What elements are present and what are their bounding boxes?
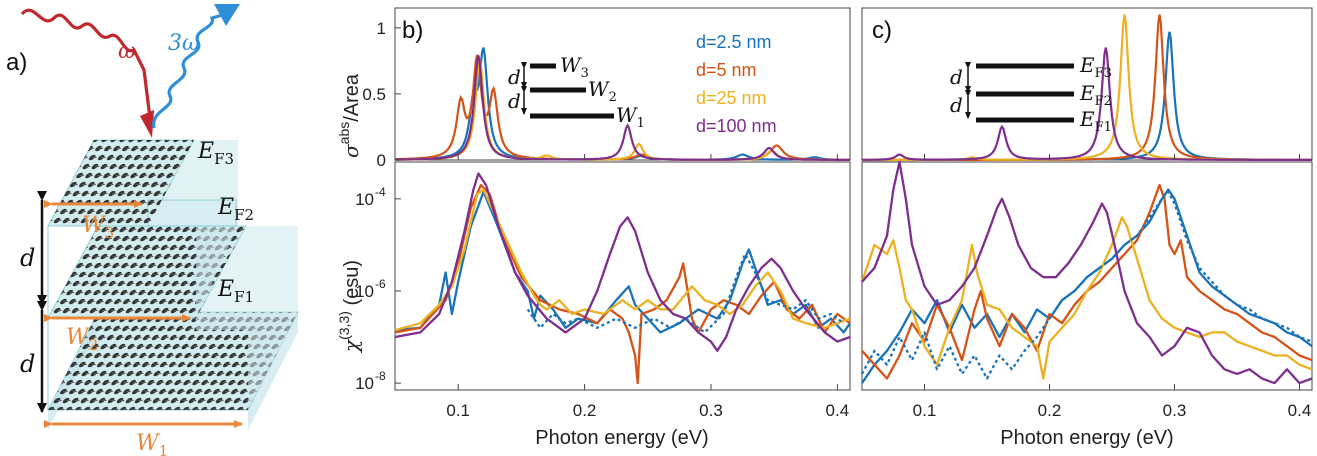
b-top-ytick-label: 0.5 (362, 85, 386, 104)
c-bottom-series-3 (861, 160, 1313, 385)
b-inset-d2: d (508, 89, 521, 113)
graphene-stack (47, 139, 299, 430)
c-xlabel: Photon energy (eV) (1000, 427, 1173, 449)
b-inset-W3: W3 (560, 53, 589, 81)
panel-c-label: c) (872, 17, 892, 44)
generated-arrowhead (214, 4, 240, 26)
b-bottom-plot (394, 172, 851, 385)
b-xticks: 0.1 0.2 0.3 0.4 (446, 154, 849, 420)
c-top-plot (862, 14, 1312, 162)
omega-label: ω (118, 39, 136, 64)
generated-wave (152, 12, 227, 129)
b-top-ylabel: σabs/Area (336, 73, 363, 158)
b-top-series-3 (395, 55, 850, 161)
b-xtick-label: 0.4 (826, 401, 850, 420)
b-legend: d=2.5 nm d=5 nm d=25 nm d=100 nm (696, 32, 777, 136)
EF1-label: EF1 (217, 277, 254, 306)
c-xtick-label: 0.2 (1038, 401, 1062, 420)
c-bottom-frame (861, 161, 1313, 391)
b-bottom-ylabel: χ(3,3) (esu) (336, 260, 363, 354)
legend-d25: d=25 nm (696, 88, 767, 108)
b-top-frame (394, 7, 851, 161)
c-xtick-label: 0.3 (1163, 401, 1187, 420)
legend-d5: d=5 nm (696, 60, 757, 80)
c-bottom-series-1 (861, 183, 1313, 380)
b-inset-W2: W2 (588, 77, 617, 105)
c-inset: d d EF3 EF2 EF1 (950, 53, 1112, 135)
b-inset-W1: W1 (616, 103, 645, 131)
b-bottom-series-0 (394, 190, 851, 334)
b-top-plot (394, 47, 850, 161)
three-omega-label: 3ω (168, 31, 200, 56)
legend-d2p5: d=2.5 nm (696, 32, 772, 52)
c-inset-d1: d (950, 65, 963, 89)
c-inset-EF2: EF2 (1079, 81, 1112, 109)
legend-d100: d=100 nm (696, 116, 777, 136)
b-bottom-ytick-label: 10 (355, 374, 374, 393)
d-label-upper: d (20, 244, 35, 272)
b-xlabel: Photon energy (eV) (535, 427, 708, 449)
b-bottom-yticks: 10-810-610-4 (355, 185, 401, 393)
incident-wave (20, 8, 152, 119)
b-bottom-series-1 (394, 183, 851, 385)
panel-a-label: a) (6, 49, 27, 76)
b-bottom-series-3 (394, 172, 851, 352)
W3-label: W3 (82, 213, 114, 242)
b-bottom-series-2 (394, 188, 851, 332)
b-bottom-ytick-exp: -4 (375, 185, 386, 199)
d-label-lower: d (20, 350, 35, 378)
c-bottom-series-2 (860, 216, 1313, 380)
c-inset-d2: d (950, 93, 963, 117)
panel-c: 0.1 0.2 0.3 0.4 c) Photon energy (eV) d d E… (860, 7, 1313, 449)
c-bottom-series-4 (860, 190, 1313, 380)
b-top-ytick-label: 1 (377, 19, 386, 38)
c-xticks: 0.1 0.2 0.3 0.4 (913, 154, 1312, 420)
panel-b-label: b) (402, 17, 423, 44)
c-top-series-3 (862, 47, 1312, 161)
c-bottom-plot (860, 160, 1313, 385)
c-xtick-label: 0.4 (1288, 401, 1312, 420)
EF3-label: EF3 (197, 139, 234, 168)
b-xtick-label: 0.2 (573, 401, 597, 420)
W1-label: W1 (136, 431, 168, 456)
c-inset-EF3: EF3 (1079, 53, 1112, 81)
b-xtick-label: 0.1 (446, 401, 470, 420)
b-bottom-ytick-label: 10 (355, 190, 374, 209)
b-bottom-ytick-exp: -6 (375, 277, 386, 291)
panel-a-illustration: a) ω 3ω EF3 EF (6, 4, 299, 456)
b-xtick-label: 0.3 (699, 401, 723, 420)
b-inset: d d W3 W2 W1 (508, 53, 645, 131)
EF2-label: EF2 (217, 195, 254, 224)
b-top-yticks: 00.51 (362, 19, 401, 170)
c-inset-EF1: EF1 (1079, 107, 1112, 135)
b-bottom-frame (394, 161, 851, 391)
W2-label: W2 (66, 325, 98, 354)
b-top-ytick-label: 0 (377, 151, 386, 170)
b-bottom-ytick-label: 10 (355, 282, 374, 301)
incident-arrowhead (140, 110, 154, 138)
b-inset-d1: d (508, 65, 521, 89)
b-bottom-ytick-exp: -8 (375, 369, 386, 383)
panel-b: 00.51 10-810-610-4 0.1 0.2 0.3 0.4 b) σabs/… (336, 7, 851, 449)
c-xtick-label: 0.1 (913, 401, 937, 420)
